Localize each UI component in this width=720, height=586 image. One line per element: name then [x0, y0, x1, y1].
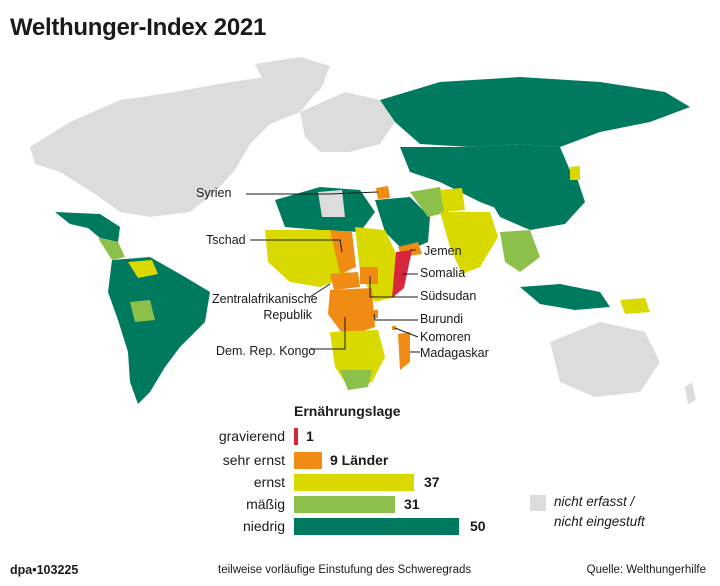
legend-row-ernst: ernst 37: [0, 472, 720, 494]
legend-value: 1: [306, 428, 314, 444]
legend-swatch-nicht-erfasst: [530, 495, 546, 511]
legend-value: 37: [424, 474, 440, 490]
south-africa-region: [340, 370, 372, 390]
legend-label-nicht-erfasst: nicht erfasst / nicht eingestuft: [554, 494, 645, 529]
legend-label: sehr ernst: [222, 452, 285, 468]
europe-region: [300, 92, 395, 152]
world-map: [30, 57, 696, 404]
southeast-asia-region: [500, 230, 540, 272]
legend-bar-sehr-ernst: [294, 452, 322, 469]
label-jemen: Jemen: [424, 244, 462, 258]
leader-lines: [246, 191, 420, 353]
india-region: [440, 212, 498, 274]
label-komoren: Komoren: [420, 330, 471, 344]
map-title: Welthunger-Index 2021: [10, 14, 266, 41]
china-region: [480, 157, 585, 230]
greenland-region: [255, 57, 330, 104]
label-dem-rep-kongo: Dem. Rep. Kongo: [216, 344, 316, 358]
footer-note: teilweise vorläufige Einstufung des Schw…: [218, 564, 472, 576]
legend-row-niedrig: niedrig 50: [0, 516, 720, 538]
legend-row-gravierend: gravierend 1: [0, 426, 720, 448]
legend-title: Ernährungslage: [294, 403, 401, 419]
label-zentralafrikanische-republik: Zentralafrikanische Republik: [212, 292, 318, 322]
legend-bar-niedrig: [294, 518, 459, 535]
syria-region: [376, 186, 390, 199]
label-syrien: Syrien: [196, 186, 232, 200]
legend-row-maessig: mäßig 31: [0, 494, 720, 516]
legend-label: gravierend: [218, 428, 285, 444]
png-region: [620, 298, 650, 314]
source: Quelle: Welthungerhilfe: [586, 564, 706, 576]
south-sudan-region: [360, 267, 378, 284]
car-region: [330, 272, 360, 290]
mexico-region: [55, 212, 120, 242]
drc-region: [328, 288, 375, 337]
legend-value: 50: [470, 518, 486, 534]
australia-region: [550, 322, 660, 397]
west-africa-region: [265, 230, 348, 287]
dpa-id: dpa•103225: [10, 563, 79, 577]
chad-region: [330, 230, 356, 274]
north-america-region: [30, 74, 325, 217]
bolivia-region: [130, 300, 155, 322]
arabia-region: [375, 197, 430, 252]
legend-value: 31: [404, 496, 420, 512]
central-america-region: [98, 238, 125, 260]
comoros-region: [392, 326, 396, 330]
legend-bar-maessig: [294, 496, 395, 513]
label-somalia: Somalia: [420, 266, 466, 280]
north-korea-region: [570, 166, 580, 180]
legend-label: mäßig: [246, 496, 285, 512]
legend-label: ernst: [253, 474, 285, 490]
new-zealand-region: [685, 382, 696, 404]
south-america-region: [108, 257, 210, 404]
label-burundi: Burundi: [420, 312, 464, 326]
label-madagaskar: Madagaskar: [420, 346, 489, 360]
label-suedsudan: Südsudan: [420, 289, 477, 303]
western-sahara-region: [318, 190, 345, 217]
legend-label: niedrig: [242, 518, 285, 534]
madagascar-region: [398, 332, 410, 370]
venezuela-region: [128, 260, 158, 278]
afghanistan-region: [440, 188, 465, 212]
legend-row-sehr-ernst: sehr ernst 9 Länder: [0, 450, 720, 472]
iran-region: [410, 187, 448, 217]
legend-bar-gravierend: [294, 428, 298, 445]
indonesia-region: [520, 284, 610, 310]
label-tschad: Tschad: [206, 233, 246, 247]
legend-value: 9 Länder: [330, 452, 389, 468]
legend-bar-ernst: [294, 474, 414, 491]
russia-region: [380, 77, 690, 147]
